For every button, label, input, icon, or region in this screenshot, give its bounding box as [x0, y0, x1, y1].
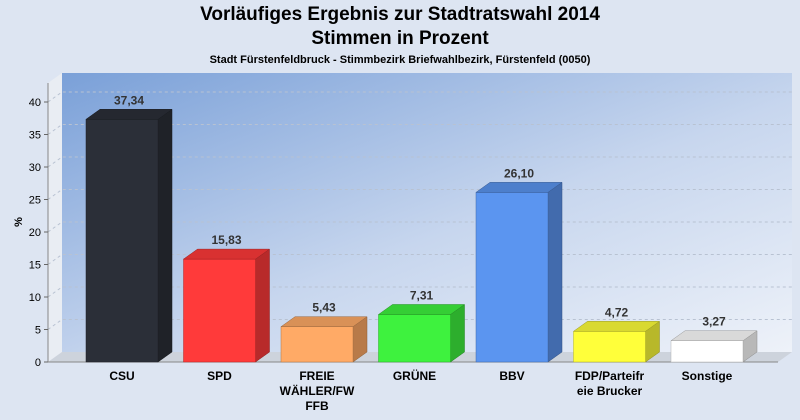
data-label: 7,31 [410, 288, 434, 302]
bar-front [85, 119, 159, 363]
chart-title: Vorläufiges Ergebnis zur Stadtratswahl 2… [200, 4, 600, 25]
y-tick-label: 25 [29, 195, 41, 207]
y-tick-label: 5 [35, 325, 41, 337]
bar-top [182, 248, 271, 260]
x-tick-label: SPD [207, 369, 232, 383]
x-tick-label: FREIE [299, 369, 334, 383]
bar-front [183, 258, 256, 363]
bar [182, 248, 271, 363]
data-label: 37,34 [114, 93, 144, 107]
bar-front [573, 331, 646, 363]
y-tick-label: 40 [29, 97, 41, 109]
bar [280, 316, 368, 363]
data-label: 5,43 [312, 301, 336, 315]
bar [670, 330, 758, 363]
bar [377, 303, 466, 363]
x-tick-label: CSU [109, 369, 134, 383]
bar-top [280, 316, 368, 327]
x-tick-label: BBV [499, 369, 524, 383]
x-tick-label: eie Brucker [577, 384, 643, 398]
plot-side-wall [48, 73, 62, 362]
chart-subtitle: Stimmen in Prozent [311, 28, 489, 49]
x-tick-label: Sonstige [682, 369, 733, 383]
bar-front [670, 340, 744, 363]
x-tick-label: WÄHLER/FW [280, 383, 355, 398]
bar-top [670, 330, 758, 341]
y-axis-label: % [13, 217, 25, 227]
bar-top [572, 321, 661, 332]
chart-caption: Stadt Fürstenfeldbruck - Stimmbezirk Bri… [209, 54, 591, 66]
data-label: 3,27 [702, 315, 726, 329]
x-tick-label: FFB [305, 399, 329, 413]
bars: 37,34 15,83 5,43 7,31 26,10 4,72 3,27 [85, 93, 758, 363]
bar-top [475, 182, 563, 193]
x-tick-label: FDP/Parteifr [575, 369, 645, 383]
bar [475, 181, 563, 363]
data-label: 15,83 [211, 233, 241, 247]
bar-side [255, 248, 270, 363]
y-tick-label: 35 [29, 130, 41, 142]
data-label: 26,10 [504, 166, 534, 180]
y-tick-label: 15 [29, 260, 41, 272]
bar-front [378, 314, 451, 363]
bar-front [280, 326, 354, 363]
bar-top [377, 304, 466, 315]
y-tick-label: 30 [29, 162, 41, 174]
x-tick-label: GRÜNE [393, 368, 436, 383]
data-label: 4,72 [605, 305, 629, 319]
bar-top [85, 109, 173, 120]
bar-side [157, 108, 173, 363]
y-tick-label: 20 [29, 227, 41, 239]
y-tick-label: 10 [29, 292, 41, 304]
bar [85, 108, 173, 363]
y-tick-label: 0 [35, 357, 41, 369]
bar-front [475, 192, 549, 363]
bar [572, 320, 661, 363]
bar-side [547, 181, 563, 363]
